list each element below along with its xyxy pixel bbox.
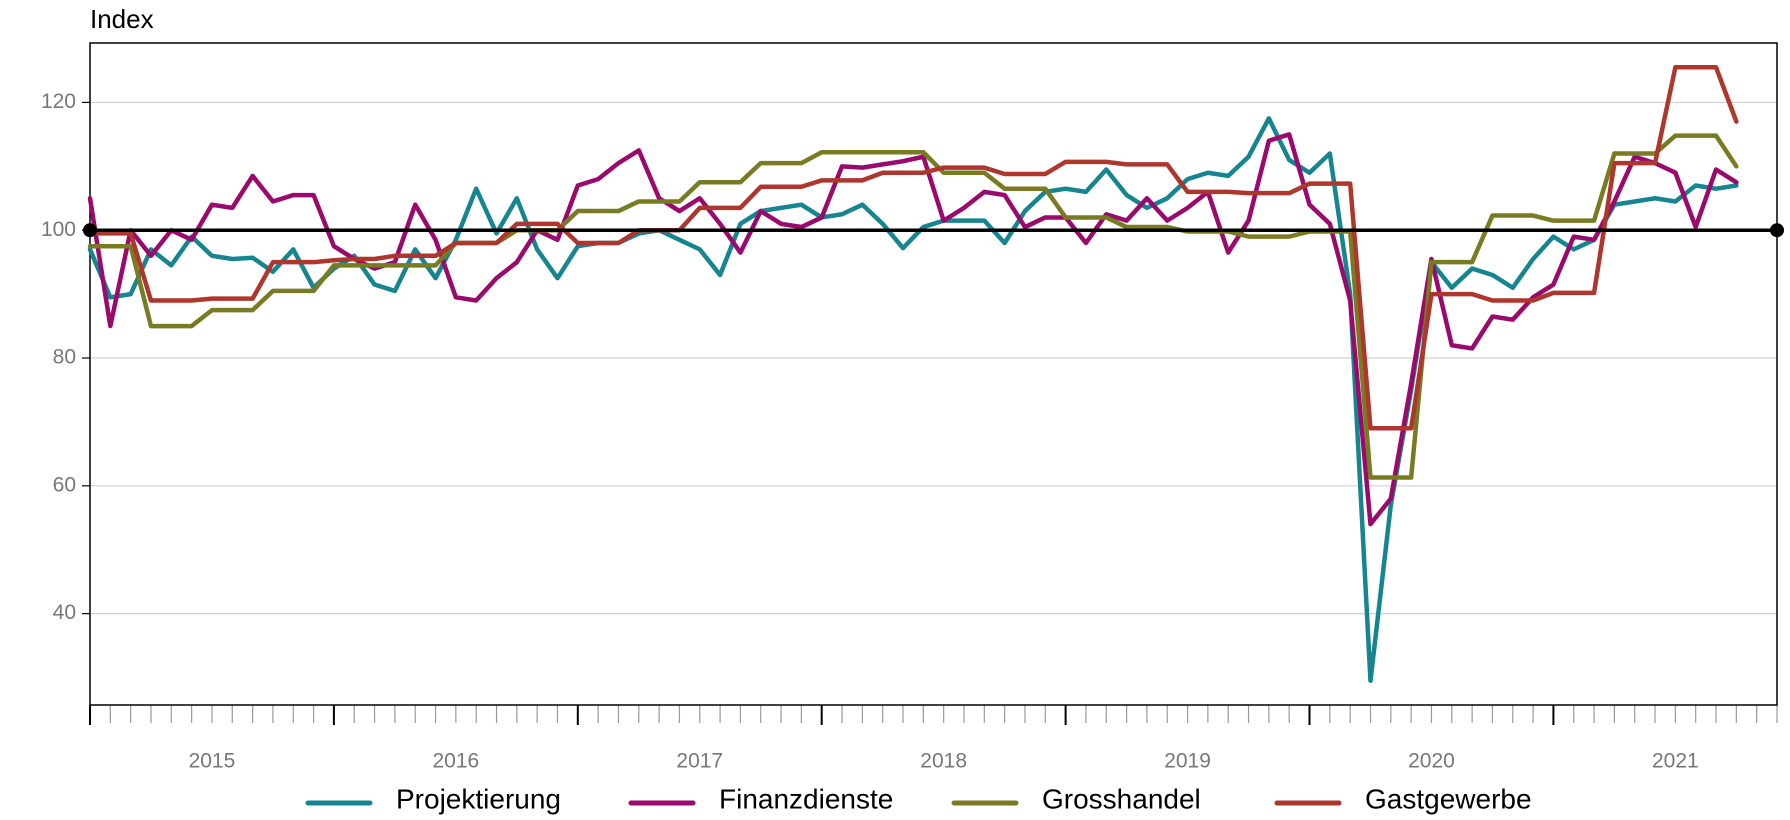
y-tick-label: 40 [53,601,76,624]
y-axis-label: Index [90,4,154,34]
series-line [87,65,1739,431]
x-tick-label: 2020 [1408,750,1455,773]
x-tick-label: 2018 [920,750,967,773]
y-tick-label: 120 [41,90,76,113]
legend-label: Gastgewerbe [1365,783,1532,814]
legend-label: Finanzdienste [719,783,893,814]
x-tick-label: 2016 [432,750,479,773]
series-line [87,132,1739,527]
series-line [87,116,1739,683]
x-tick-label: 2015 [189,750,236,773]
series-line [87,133,1739,480]
y-tick-label: 60 [53,473,76,496]
x-tick-label: 2017 [676,750,723,773]
legend-label: Projektierung [396,783,561,814]
legend-label: Grosshandel [1042,783,1201,814]
plot-border [89,42,1778,706]
x-tick-label: 2019 [1164,750,1211,773]
x-tick-label: 2021 [1652,750,1699,773]
y-tick-label: 100 [41,218,76,241]
y-tick-label: 80 [53,346,76,369]
reference-dot [83,223,97,238]
reference-dot [1770,223,1784,238]
